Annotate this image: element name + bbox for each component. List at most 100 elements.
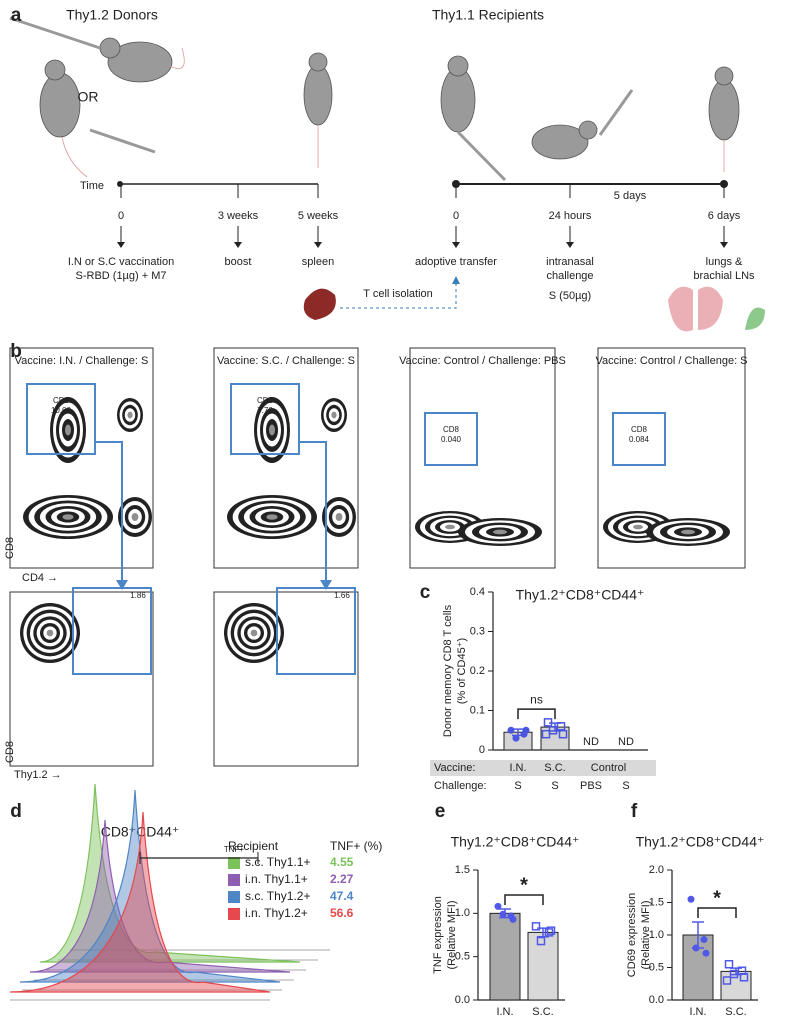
data-point [729, 969, 739, 979]
gate [276, 587, 356, 675]
arrow-head [566, 242, 574, 248]
legend-name: s.c. Thy1.2+ [245, 889, 310, 903]
contour [131, 513, 139, 521]
data-point [692, 944, 700, 952]
contour [266, 514, 278, 520]
gate-value: 0.040 [441, 435, 462, 444]
isolation-label: T cell isolation [363, 288, 433, 300]
time-label: Time [80, 180, 104, 192]
gate [424, 412, 478, 466]
plot-title: Vaccine: Control / Challenge: S [595, 355, 747, 367]
arrow-head [117, 242, 125, 248]
panel-label: f [631, 801, 638, 822]
step-text: challenge [546, 270, 593, 282]
y-tick-label: 0.5 [455, 951, 470, 963]
bar [489, 912, 521, 1001]
contour [62, 514, 74, 520]
panel-label: d [10, 801, 22, 822]
table-cell: S [622, 780, 629, 792]
arrow-head [314, 242, 322, 248]
contour [335, 513, 343, 521]
y-tick-label: 2.0 [649, 864, 664, 876]
time-point: 24 hours [549, 210, 592, 222]
step-text: intranasal [546, 256, 594, 268]
gate-name: CD8 [631, 425, 648, 434]
data-point [724, 960, 734, 969]
chart-title: Thy1.2⁺CD8⁺CD44⁺ [636, 834, 765, 850]
data-point [700, 936, 708, 944]
chart-title: Thy1.2⁺CD8⁺CD44⁺ [516, 587, 645, 603]
y-axis-label: (% of CD45⁺) [456, 638, 468, 704]
legend-name: i.n. Thy1.1+ [245, 872, 308, 886]
data-point [722, 976, 732, 985]
y-axis-label: CD69 expression [626, 893, 638, 977]
time-point: 6 days [708, 210, 741, 222]
legend-swatch [228, 874, 240, 886]
contour [331, 411, 337, 419]
step-text: brachial LNs [693, 270, 755, 282]
arrow-head [452, 242, 460, 248]
y-tick-label: 1.0 [455, 907, 470, 919]
plot-frame [597, 347, 746, 569]
data-point [544, 928, 554, 937]
step-text: lungs & [706, 256, 743, 268]
plot-frame [9, 347, 154, 569]
bar [527, 931, 559, 1001]
step-text: S (50µg) [549, 290, 591, 302]
value-label: ND [583, 736, 599, 748]
gate-label: TNF+ [224, 845, 245, 854]
step-text: adoptive transfer [415, 256, 497, 268]
legend-header: TNF+ (%) [330, 839, 382, 853]
legend-swatch [228, 857, 240, 869]
gate-value: 1.86 [130, 591, 146, 600]
step-text: S-RBD (1µg) + M7 [76, 270, 167, 282]
contour [633, 524, 643, 530]
illustrations [9, 16, 765, 332]
histogram [29, 819, 291, 973]
table-cell: S.C. [544, 762, 565, 774]
data-point [512, 734, 520, 742]
y-tick-label: 0.1 [470, 704, 485, 716]
data-point [522, 726, 530, 734]
gate-arrow [299, 441, 327, 582]
legend-value: 56.6 [330, 906, 354, 920]
y-tick-label: 0.0 [649, 994, 664, 1006]
significance-bracket [697, 907, 737, 918]
plot-frame [213, 347, 359, 569]
time-point: 0 [453, 210, 459, 222]
significance-bracket [517, 708, 556, 720]
gate-value: 0.084 [629, 435, 650, 444]
data-point [494, 902, 502, 910]
legend-value: 2.27 [330, 872, 354, 886]
contour [46, 629, 54, 637]
data-point [507, 726, 515, 734]
axis-label: CD4 → [22, 572, 58, 584]
y-axis-label: Donor memory CD8 T cells [442, 604, 454, 737]
arrow-head [720, 242, 728, 248]
duration: 5 days [614, 190, 647, 202]
contour [127, 411, 133, 419]
contour [445, 524, 455, 530]
gate [26, 383, 96, 455]
significance-bracket [504, 894, 544, 905]
table-cell: PBS [580, 780, 602, 792]
gate [612, 412, 666, 466]
data-point [558, 729, 568, 739]
y-tick-label: 0.2 [470, 665, 485, 677]
x-tick-label: S.C. [725, 1006, 746, 1018]
y-tick-label: 1.5 [455, 864, 470, 876]
data-point [702, 949, 710, 957]
heading: Thy1.2 Donors [66, 7, 158, 23]
legend-value: 4.55 [330, 855, 354, 869]
chart-title: Thy1.2⁺CD8⁺CD44⁺ [451, 834, 580, 850]
gate-value: 1.66 [334, 591, 350, 600]
data-point [546, 926, 556, 935]
axis-label: CD8 [4, 537, 16, 559]
y-tick-label: 1.0 [649, 929, 664, 941]
legend-name: s.c. Thy1.1+ [245, 855, 310, 869]
y-axis-label: (Relative MFI) [640, 900, 652, 969]
or-label: OR [78, 89, 99, 105]
x-tick-label: I.N. [689, 1006, 706, 1018]
